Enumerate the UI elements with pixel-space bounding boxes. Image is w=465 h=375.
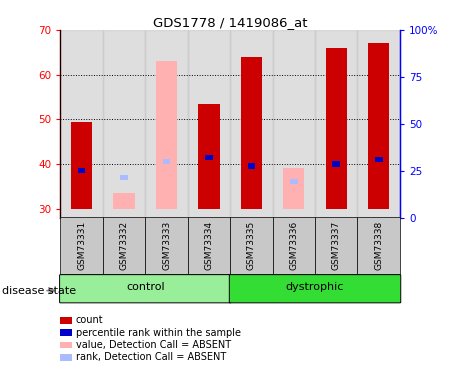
Bar — [188, 217, 230, 274]
Bar — [145, 30, 188, 217]
Text: GSM73336: GSM73336 — [289, 221, 299, 270]
FancyBboxPatch shape — [229, 274, 401, 303]
Bar — [120, 175, 128, 180]
Title: GDS1778 / 1419086_at: GDS1778 / 1419086_at — [153, 16, 307, 29]
Bar — [188, 30, 230, 217]
Bar — [315, 217, 358, 274]
Bar — [103, 30, 145, 217]
Text: GSM73338: GSM73338 — [374, 221, 383, 270]
Text: disease state: disease state — [2, 286, 76, 296]
Bar — [272, 217, 315, 274]
Bar — [283, 168, 305, 208]
Text: count: count — [76, 315, 103, 325]
Bar — [60, 30, 103, 217]
Bar — [375, 157, 383, 162]
Bar — [358, 30, 400, 217]
Text: value, Detection Call = ABSENT: value, Detection Call = ABSENT — [76, 340, 231, 350]
Text: GSM73331: GSM73331 — [77, 221, 86, 270]
Bar — [199, 104, 219, 209]
Text: GSM73337: GSM73337 — [332, 221, 341, 270]
Bar — [113, 193, 135, 208]
Bar — [368, 44, 389, 209]
Bar — [326, 48, 347, 209]
Bar — [71, 122, 92, 208]
Bar — [60, 217, 103, 274]
Text: GSM73333: GSM73333 — [162, 221, 171, 270]
Bar — [230, 217, 272, 274]
Bar — [247, 164, 255, 169]
Text: rank, Detection Call = ABSENT: rank, Detection Call = ABSENT — [76, 352, 226, 362]
Bar — [103, 217, 145, 274]
FancyBboxPatch shape — [60, 274, 231, 303]
Text: GSM73334: GSM73334 — [205, 221, 213, 270]
Bar — [145, 217, 188, 274]
Bar — [78, 168, 86, 173]
Bar — [205, 154, 213, 160]
Bar — [358, 217, 400, 274]
Bar — [156, 61, 177, 208]
Bar — [241, 57, 262, 208]
Text: dystrophic: dystrophic — [286, 282, 344, 292]
Bar — [230, 30, 272, 217]
Bar — [163, 159, 170, 164]
Bar — [272, 30, 315, 217]
Bar — [315, 30, 358, 217]
Text: percentile rank within the sample: percentile rank within the sample — [76, 328, 241, 338]
Text: GSM73332: GSM73332 — [120, 221, 129, 270]
Bar — [290, 179, 298, 184]
Text: control: control — [126, 282, 165, 292]
Text: GSM73335: GSM73335 — [247, 221, 256, 270]
Bar — [332, 161, 340, 166]
